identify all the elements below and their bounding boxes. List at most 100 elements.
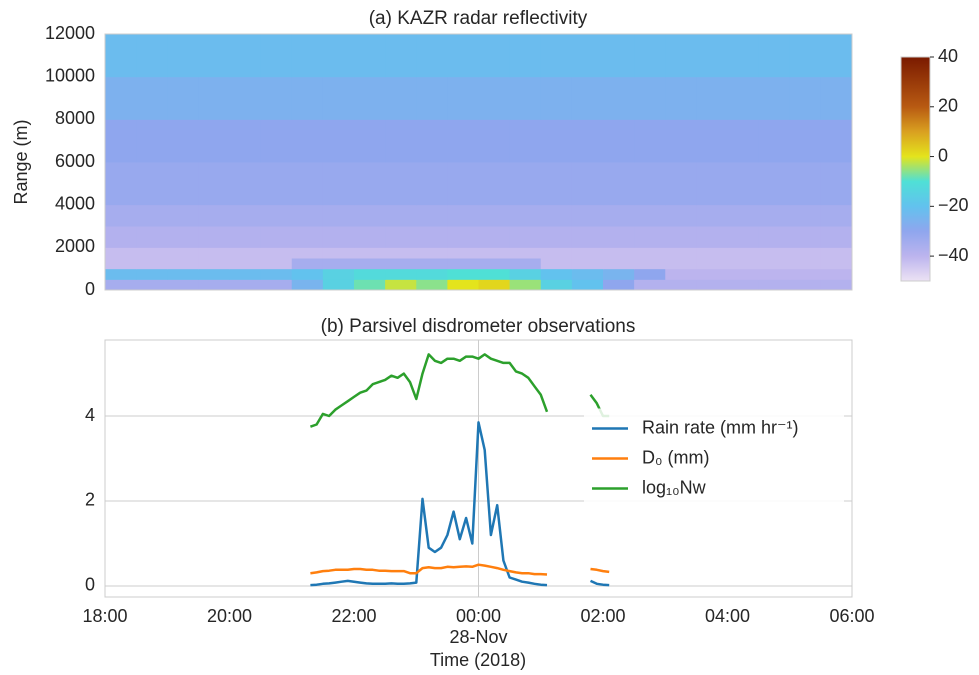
heatmap-cell [572, 34, 604, 77]
heatmap-cell [665, 279, 697, 290]
heatmap-cell [136, 247, 168, 258]
heatmap-cell [541, 269, 573, 280]
heatmap-cell [292, 258, 324, 269]
heatmap-cell [323, 279, 355, 290]
heatmap-cell [385, 279, 417, 290]
heatmap-cell [665, 258, 697, 269]
heatmap-cell [292, 279, 324, 290]
heatmap-cell [292, 269, 324, 280]
heatmap-cell [728, 162, 760, 205]
heatmap-cell [759, 279, 791, 290]
heatmap-cell [354, 205, 386, 227]
heatmap-cell [541, 226, 573, 248]
heatmap-cell [603, 77, 635, 120]
heatmap-cell [167, 34, 199, 77]
heatmap-cell [167, 119, 199, 162]
heatmap-cell [572, 162, 604, 205]
heatmap-cell [323, 226, 355, 248]
colorbar-tick-label: −20 [938, 195, 969, 215]
heatmap-cell [572, 205, 604, 227]
x-tick-label: 20:00 [207, 606, 252, 626]
legend-label: Rain rate (mm hr⁻¹) [642, 417, 799, 437]
heatmap-cell [696, 34, 728, 77]
heatmap-cell [261, 77, 293, 120]
heatmap-cell [790, 205, 822, 227]
heatmap-cell [230, 247, 262, 258]
colorbar-tick-label: −40 [938, 245, 969, 265]
heatmap-cell [136, 119, 168, 162]
heatmap-cell [665, 205, 697, 227]
heatmap-cell [136, 279, 168, 290]
heatmap-cell [572, 258, 604, 269]
heatmap-cell [354, 258, 386, 269]
heatmap-cell [385, 269, 417, 280]
heatmap-cell [479, 226, 511, 248]
colorbar-tick-label: 40 [938, 46, 958, 66]
heatmap-cell [198, 119, 230, 162]
heatmap-cell [634, 258, 666, 269]
heatmap-cell [634, 205, 666, 227]
heatmap-cell [759, 205, 791, 227]
y-tick-label: 4000 [55, 193, 95, 213]
heatmap-cell [634, 34, 666, 77]
heatmap-cell [572, 226, 604, 248]
heatmap-cell [479, 205, 511, 227]
y-axis-label: Range (m) [11, 119, 31, 204]
heatmap-cell [665, 247, 697, 258]
heatmap-cell [572, 77, 604, 120]
heatmap-cell [603, 269, 635, 280]
heatmap-cell [261, 34, 293, 77]
heatmap-cell [696, 258, 728, 269]
heatmap-cell [447, 34, 479, 77]
legend-label: D₀ (mm) [642, 447, 709, 467]
heatmap-cell [105, 226, 137, 248]
colorbar-tick-label: 20 [938, 96, 958, 116]
heatmap-cell [603, 34, 635, 77]
heatmap-cell [728, 34, 760, 77]
heatmap-cell [665, 119, 697, 162]
heatmap-cell [728, 205, 760, 227]
heatmap-cell [385, 119, 417, 162]
heatmap-cell [385, 226, 417, 248]
heatmap-cell [759, 77, 791, 120]
heatmap-cell [510, 258, 542, 269]
heatmap-cell [479, 34, 511, 77]
heatmap-cell [572, 247, 604, 258]
heatmap-cell [230, 226, 262, 248]
heatmap-cell [416, 205, 448, 227]
heatmap-cell [261, 258, 293, 269]
heatmap-cell [634, 247, 666, 258]
heatmap-cell [167, 279, 199, 290]
heatmap-cell [354, 162, 386, 205]
heatmap-cell [665, 34, 697, 77]
heatmap-cell [790, 119, 822, 162]
heatmap-cell [603, 119, 635, 162]
heatmap-cell [572, 119, 604, 162]
heatmap-cell [634, 269, 666, 280]
heatmap-cell [479, 258, 511, 269]
y-tick-label: 0 [85, 279, 95, 299]
heatmap-cell [230, 258, 262, 269]
heatmap-cell [230, 162, 262, 205]
heatmap-cell [136, 34, 168, 77]
heatmap-cell [167, 205, 199, 227]
y-tick-label: 8000 [55, 108, 95, 128]
heatmap-cell [261, 119, 293, 162]
heatmap-cell [510, 247, 542, 258]
heatmap-cell [105, 34, 137, 77]
heatmap-cell [167, 226, 199, 248]
heatmap-cell [105, 279, 137, 290]
heatmap-cell [510, 279, 542, 290]
heatmap-cell [416, 247, 448, 258]
heatmap-cell [510, 77, 542, 120]
heatmap-cell [416, 119, 448, 162]
heatmap-cell [323, 205, 355, 227]
heatmap-cell [447, 77, 479, 120]
heatmap-cell [198, 34, 230, 77]
heatmap-cell [292, 119, 324, 162]
heatmap-cell [728, 226, 760, 248]
heatmap-cell [728, 279, 760, 290]
heatmap-cell [790, 162, 822, 205]
heatmap-cell [323, 119, 355, 162]
